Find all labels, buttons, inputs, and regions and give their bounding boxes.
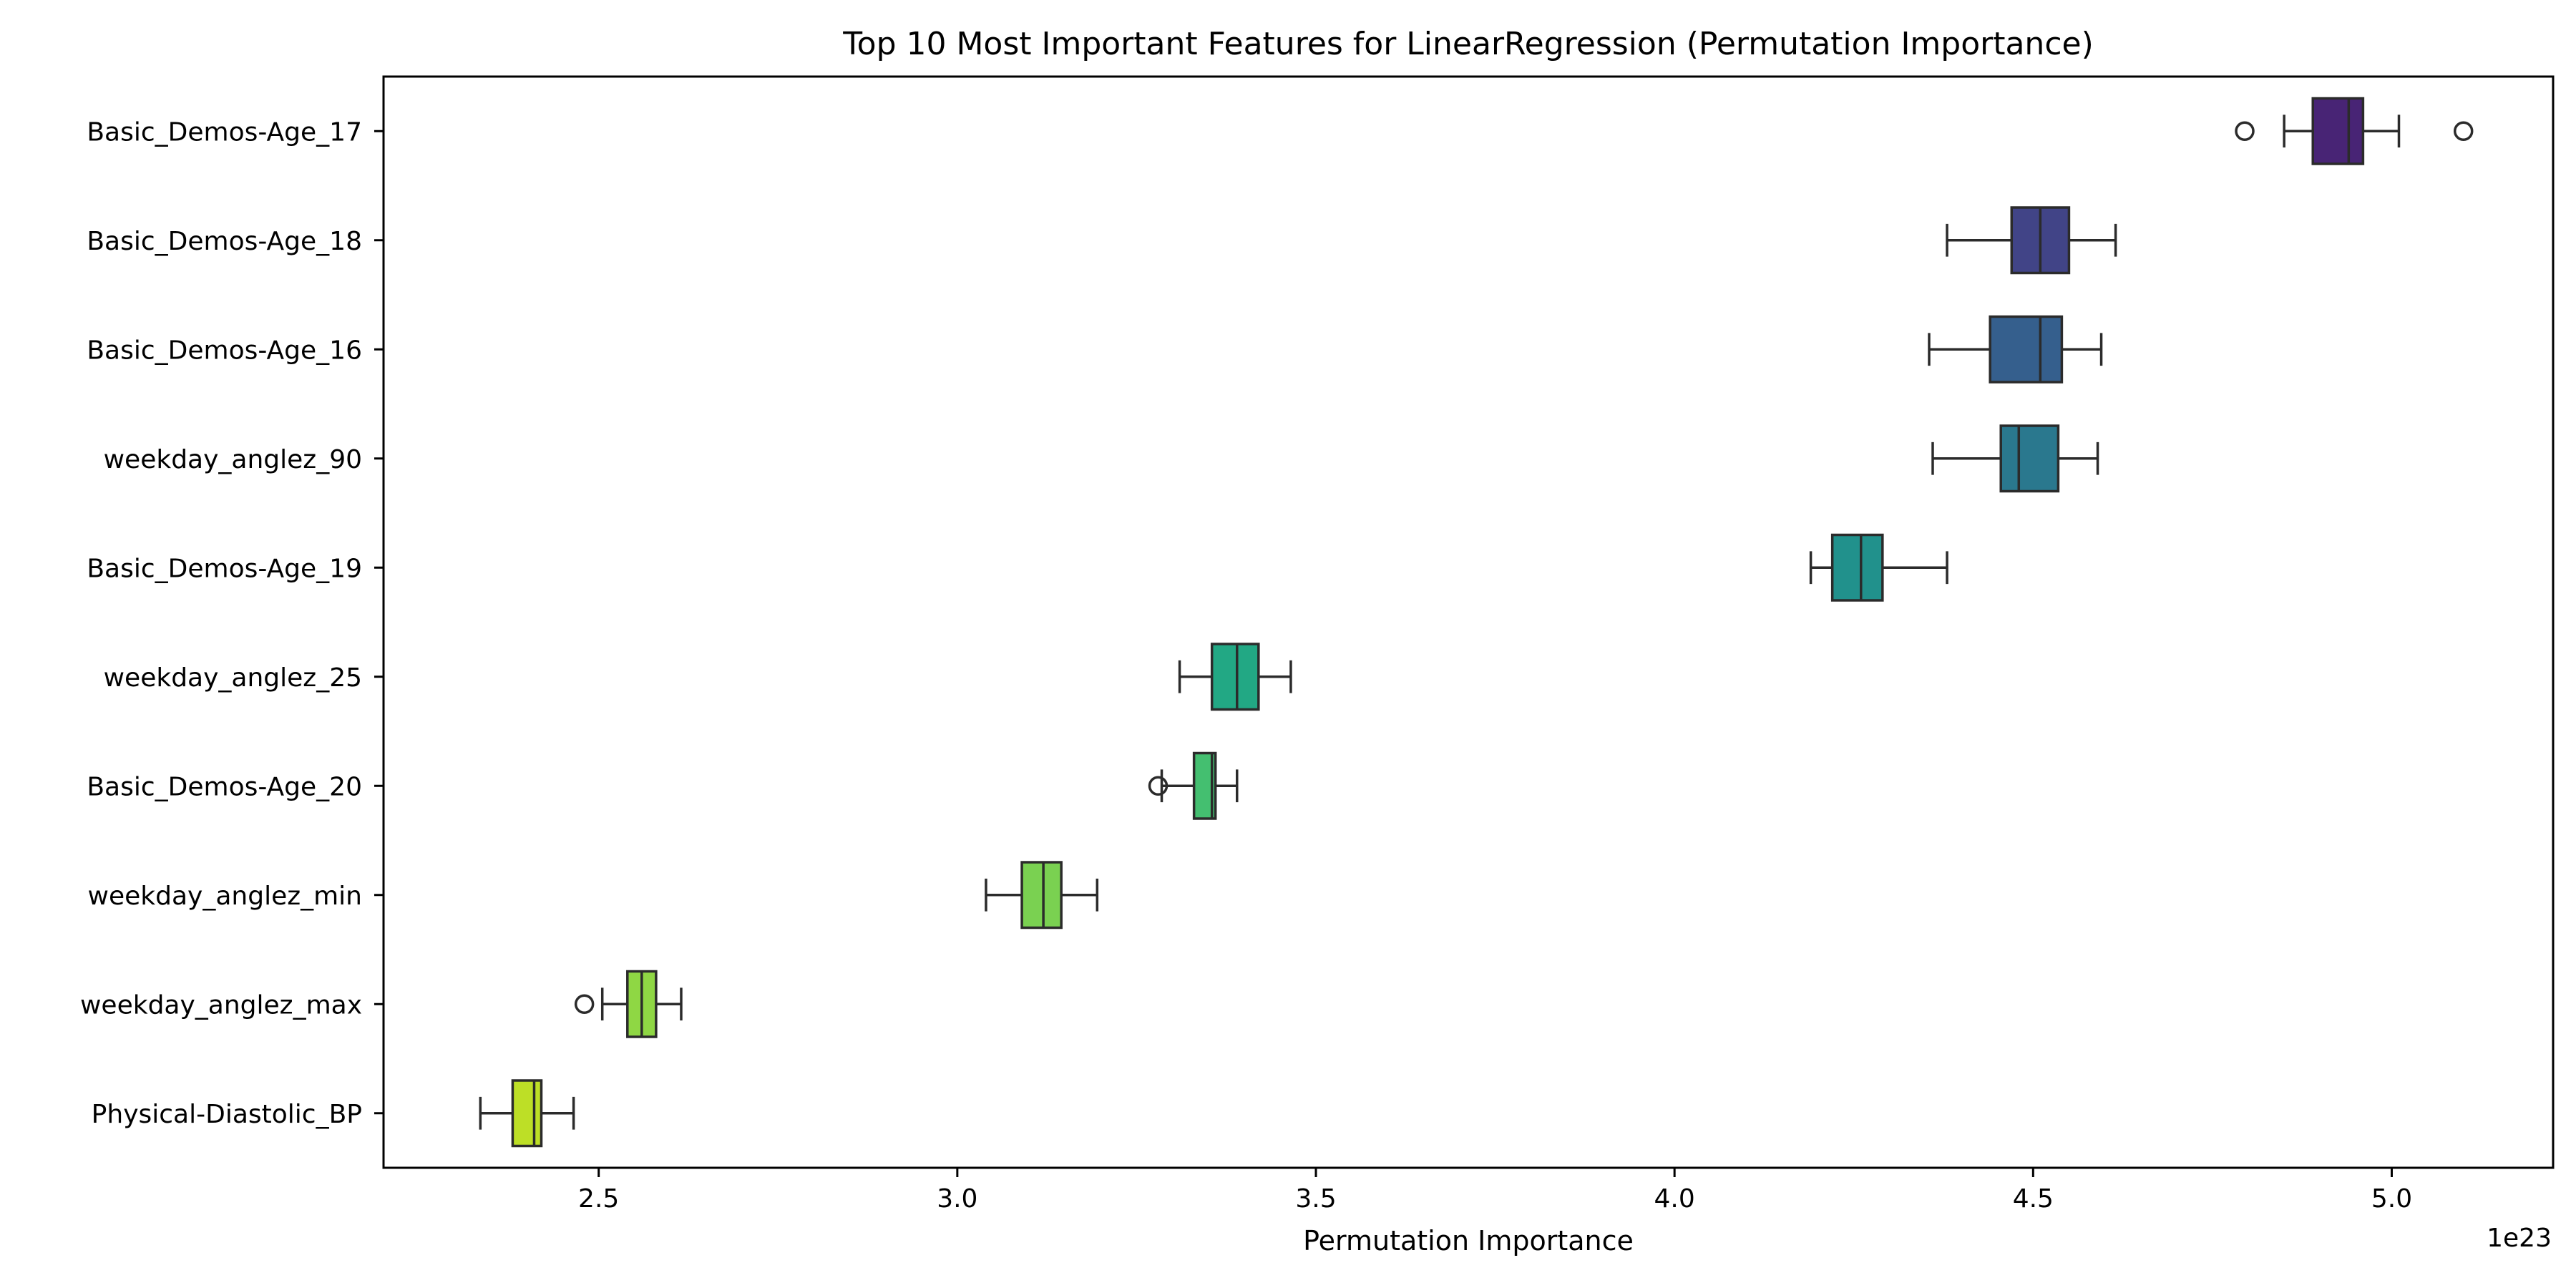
y-tick-label: weekday_anglez_90: [104, 445, 362, 474]
y-tick-label: Basic_Demos-Age_17: [87, 117, 362, 147]
y-tick-label: Basic_Demos-Age_18: [87, 227, 362, 256]
x-tick-label: 5.0: [2371, 1184, 2412, 1214]
box-Basic_Demos-Age_18: [1946, 206, 2117, 275]
iqr-box: [1020, 861, 1063, 930]
x-tick-label: 3.0: [937, 1184, 977, 1214]
x-tick-label: 2.5: [578, 1184, 619, 1214]
iqr-box: [1989, 315, 2064, 384]
iqr-box: [2311, 97, 2365, 165]
y-tick-label: Basic_Demos-Age_16: [87, 336, 362, 365]
y-tick-label: Basic_Demos-Age_19: [87, 554, 362, 583]
iqr-box: [1830, 533, 1884, 602]
iqr-box: [511, 1079, 543, 1148]
x-tick-label: 4.0: [1654, 1184, 1695, 1214]
box-Basic_Demos-Age_20: [1148, 751, 1239, 820]
iqr-box: [1999, 424, 2060, 493]
plot-area: [479, 97, 2474, 1148]
outlier-point: [2453, 121, 2474, 141]
box-Basic_Demos-Age_16: [1928, 315, 2103, 384]
x-axis-offset-label: 1e23: [2487, 1224, 2552, 1253]
box-weekday_anglez_25: [1178, 643, 1292, 711]
y-tick-label: Basic_Demos-Age_20: [87, 772, 362, 801]
iqr-box: [1210, 643, 1260, 711]
x-tick-label: 3.5: [1295, 1184, 1336, 1214]
plot-frame: [382, 75, 2555, 1169]
box-weekday_anglez_90: [1931, 424, 2099, 493]
x-axis-label: Permutation Importance: [1303, 1225, 1634, 1257]
chart-title: Top 10 Most Important Features for Linea…: [842, 26, 2094, 62]
box-Basic_Demos-Age_17: [2235, 97, 2474, 165]
y-tick-label: weekday_anglez_min: [88, 882, 362, 911]
y-tick-label: Physical-Diastolic_BP: [92, 1100, 362, 1129]
box-weekday_anglez_min: [985, 861, 1099, 930]
box-Basic_Demos-Age_19: [1809, 533, 1948, 602]
outlier-point: [574, 994, 595, 1014]
outlier-point: [1148, 776, 1169, 796]
box-weekday_anglez_max: [574, 970, 683, 1038]
outlier-point: [2235, 121, 2255, 141]
y-tick-label: weekday_anglez_max: [80, 990, 362, 1020]
x-tick-label: 4.5: [2013, 1184, 2054, 1214]
box-Physical-Diastolic_BP: [479, 1079, 575, 1148]
y-tick-label: weekday_anglez_25: [104, 663, 362, 693]
